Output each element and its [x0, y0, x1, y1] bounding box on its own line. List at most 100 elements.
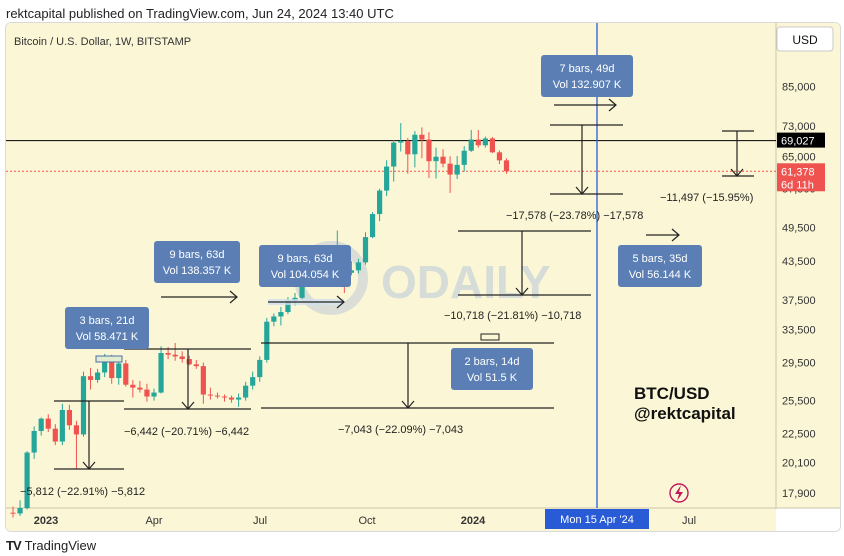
candle-body	[158, 353, 164, 393]
overlay-line-1: BTC/USD	[634, 384, 710, 403]
retrace-label-3: −7,043 (−22.09%) −7,043	[338, 424, 463, 436]
crosshair-time-box	[545, 509, 649, 529]
range-arrow-3-head	[336, 295, 345, 309]
currency-button	[776, 26, 834, 52]
candle-body	[440, 156, 446, 164]
range-box-1	[65, 307, 149, 349]
range-box-1-line2: Vol 58.471 K	[76, 331, 139, 343]
price-axis-background	[776, 23, 840, 508]
retrace-label-2: −6,442 (−20.71%) −6,442	[124, 426, 249, 438]
x-tick-label: 2023	[34, 515, 58, 527]
price-tag	[777, 163, 825, 192]
candle-body	[130, 384, 136, 388]
retrace1-arrow-head	[82, 461, 96, 470]
range-box-3	[259, 245, 351, 287]
published-line: rektcapital published on TradingView.com…	[6, 6, 394, 21]
candle-body	[228, 397, 235, 400]
candle-body	[207, 394, 213, 396]
x-tick-label: Jul	[253, 515, 267, 527]
candle-body	[17, 508, 23, 514]
candle-body	[66, 409, 72, 426]
candle-body	[377, 190, 383, 215]
range-box-4-line2: Vol 51.5 K	[467, 372, 518, 384]
range-box-5-line1: 7 bars, 49d	[559, 63, 614, 75]
candle-body	[475, 139, 481, 146]
candle-body	[447, 163, 453, 175]
range-arrow-6-head	[671, 228, 680, 242]
range-box-6	[618, 245, 702, 287]
crosshair-time-label: Mon 15 Apr '24	[560, 514, 634, 526]
retrace4-arrow-head	[515, 287, 529, 296]
candle-body	[116, 363, 122, 379]
candle-body	[59, 409, 65, 442]
candle-body	[144, 389, 150, 397]
range-box-6-line1: 5 bars, 35d	[632, 253, 687, 265]
retrace5-arrow-head	[575, 186, 589, 195]
y-tick-label: 37,500	[782, 295, 816, 307]
candle-body	[123, 363, 129, 385]
candle-body	[433, 156, 439, 162]
candle-body	[426, 139, 432, 162]
y-tick-label: 20,100	[782, 458, 816, 470]
candle-body	[24, 452, 30, 509]
range-marker-4	[480, 333, 500, 341]
symbol-label: Bitcoin / U.S. Dollar, 1W, BITSTAMP	[14, 36, 191, 48]
candle-body	[503, 160, 510, 172]
tradingview-logo-icon: TV	[6, 538, 22, 553]
candle-body	[80, 376, 87, 435]
candle-body	[384, 166, 390, 191]
candle-body	[405, 141, 411, 155]
candle-body	[186, 359, 192, 365]
candle-body	[87, 376, 94, 380]
candle-body	[151, 392, 157, 397]
candle-body	[243, 385, 249, 398]
candle-body	[165, 353, 171, 355]
candle-body	[461, 150, 467, 165]
y-tick-label: 33,500	[782, 324, 816, 336]
chart-frame[interactable]: ODAILY 3 bars, 21d Vol 58.471 K 9 bars, 63d…	[5, 22, 841, 532]
range-box-4-line1: 2 bars, 14d	[464, 356, 519, 368]
candle-body	[214, 395, 221, 397]
candle-body	[236, 397, 242, 400]
candle-body	[200, 366, 206, 395]
candle-body	[278, 312, 284, 317]
watermark-text: ODAILY	[381, 256, 551, 308]
candle-body	[454, 164, 460, 175]
candle-body	[10, 512, 16, 514]
currency-button-label: USD	[792, 33, 818, 47]
candle-body	[412, 134, 418, 155]
candle-body	[38, 418, 44, 431]
candle-body	[362, 237, 369, 263]
y-tick-label: 43,500	[782, 256, 816, 268]
range-marker-1	[95, 355, 123, 363]
lightning-icon	[675, 485, 683, 501]
x-tick-label: Apr	[145, 515, 162, 527]
candle-body	[95, 372, 101, 380]
y-tick-label: 29,500	[782, 358, 816, 370]
range-box-2-line1: 9 bars, 63d	[169, 249, 224, 261]
range-box-4	[451, 348, 533, 390]
candle-body	[285, 300, 291, 313]
x-tick-label: 2024	[461, 515, 486, 527]
candle-body	[109, 355, 115, 379]
candle-body	[102, 355, 108, 373]
overlay-line-2: @rektcapital	[634, 404, 736, 423]
candlestick-chart[interactable]: ODAILY 3 bars, 21d Vol 58.471 K 9 bars, 63d…	[6, 23, 840, 531]
candle-body	[391, 142, 397, 167]
y-tick-label: 17,900	[782, 488, 816, 500]
candle-body	[496, 152, 503, 161]
footer-brand: TradingView	[24, 538, 97, 553]
range-box-2-line2: Vol 138.357 K	[163, 265, 232, 277]
candle-body	[271, 316, 277, 322]
candle-body	[489, 138, 495, 153]
y-tick-label: 25,500	[782, 396, 816, 408]
range-arrow-5-head	[608, 98, 617, 112]
candle-body	[419, 134, 425, 140]
candle-body	[137, 387, 143, 390]
range-box-5-line2: Vol 132.907 K	[553, 79, 622, 91]
candle-body	[482, 138, 488, 146]
candle-body	[45, 418, 51, 429]
candle-body	[369, 214, 376, 238]
price-tag-label: 61,378	[781, 166, 815, 178]
range-box-3-line1: 9 bars, 63d	[277, 253, 332, 265]
